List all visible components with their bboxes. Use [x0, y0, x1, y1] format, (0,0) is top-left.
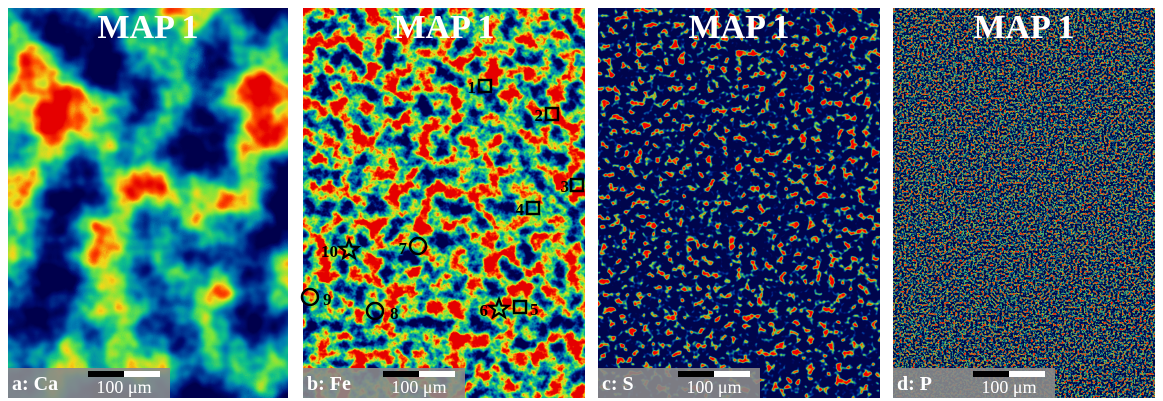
map-image: [893, 8, 1155, 398]
marker-label: 2: [535, 106, 544, 125]
map-image: [303, 8, 585, 398]
figure: MAP 1 a: Ca 100 μm MAP 1 b: Fe 100 μm 1 2 3 4 5 6 7 8…: [0, 0, 1163, 401]
marker-label: 6: [480, 301, 489, 320]
map-panel: MAP 1 a: Ca 100 μm: [8, 8, 288, 398]
panel-title: MAP 1: [97, 9, 198, 46]
marker-label: 5: [530, 300, 539, 319]
map-image: [598, 8, 880, 398]
marker-label: 9: [323, 290, 332, 309]
marker-label: 4: [516, 200, 525, 219]
map-panel: MAP 1 c: S 100 μm: [598, 8, 880, 398]
map-image: [8, 8, 288, 398]
map-panel: MAP 1 d: P 100 μm: [893, 8, 1155, 398]
marker-label: 10: [321, 242, 338, 261]
scale-bar-label: 100 μm: [391, 377, 446, 397]
scale-bar-label: 100 μm: [96, 377, 151, 397]
marker-label: 3: [561, 177, 570, 196]
scale-bar-label: 100 μm: [686, 377, 741, 397]
panel-label: a: Ca: [12, 373, 58, 395]
panel-title: MAP 1: [688, 9, 789, 46]
panel-title: MAP 1: [393, 9, 494, 46]
scale-bar-label: 100 μm: [981, 377, 1036, 397]
panel-title: MAP 1: [973, 9, 1074, 46]
marker-label: 7: [399, 239, 408, 258]
panel-label: d: P: [897, 373, 932, 395]
marker-label: 1: [468, 78, 477, 97]
marker-label: 8: [390, 304, 399, 323]
map-panel: MAP 1 b: Fe 100 μm 1 2 3 4 5 6 7 8 9 10: [302, 8, 585, 398]
panel-label: c: S: [602, 373, 634, 395]
panel-label: b: Fe: [307, 373, 351, 395]
